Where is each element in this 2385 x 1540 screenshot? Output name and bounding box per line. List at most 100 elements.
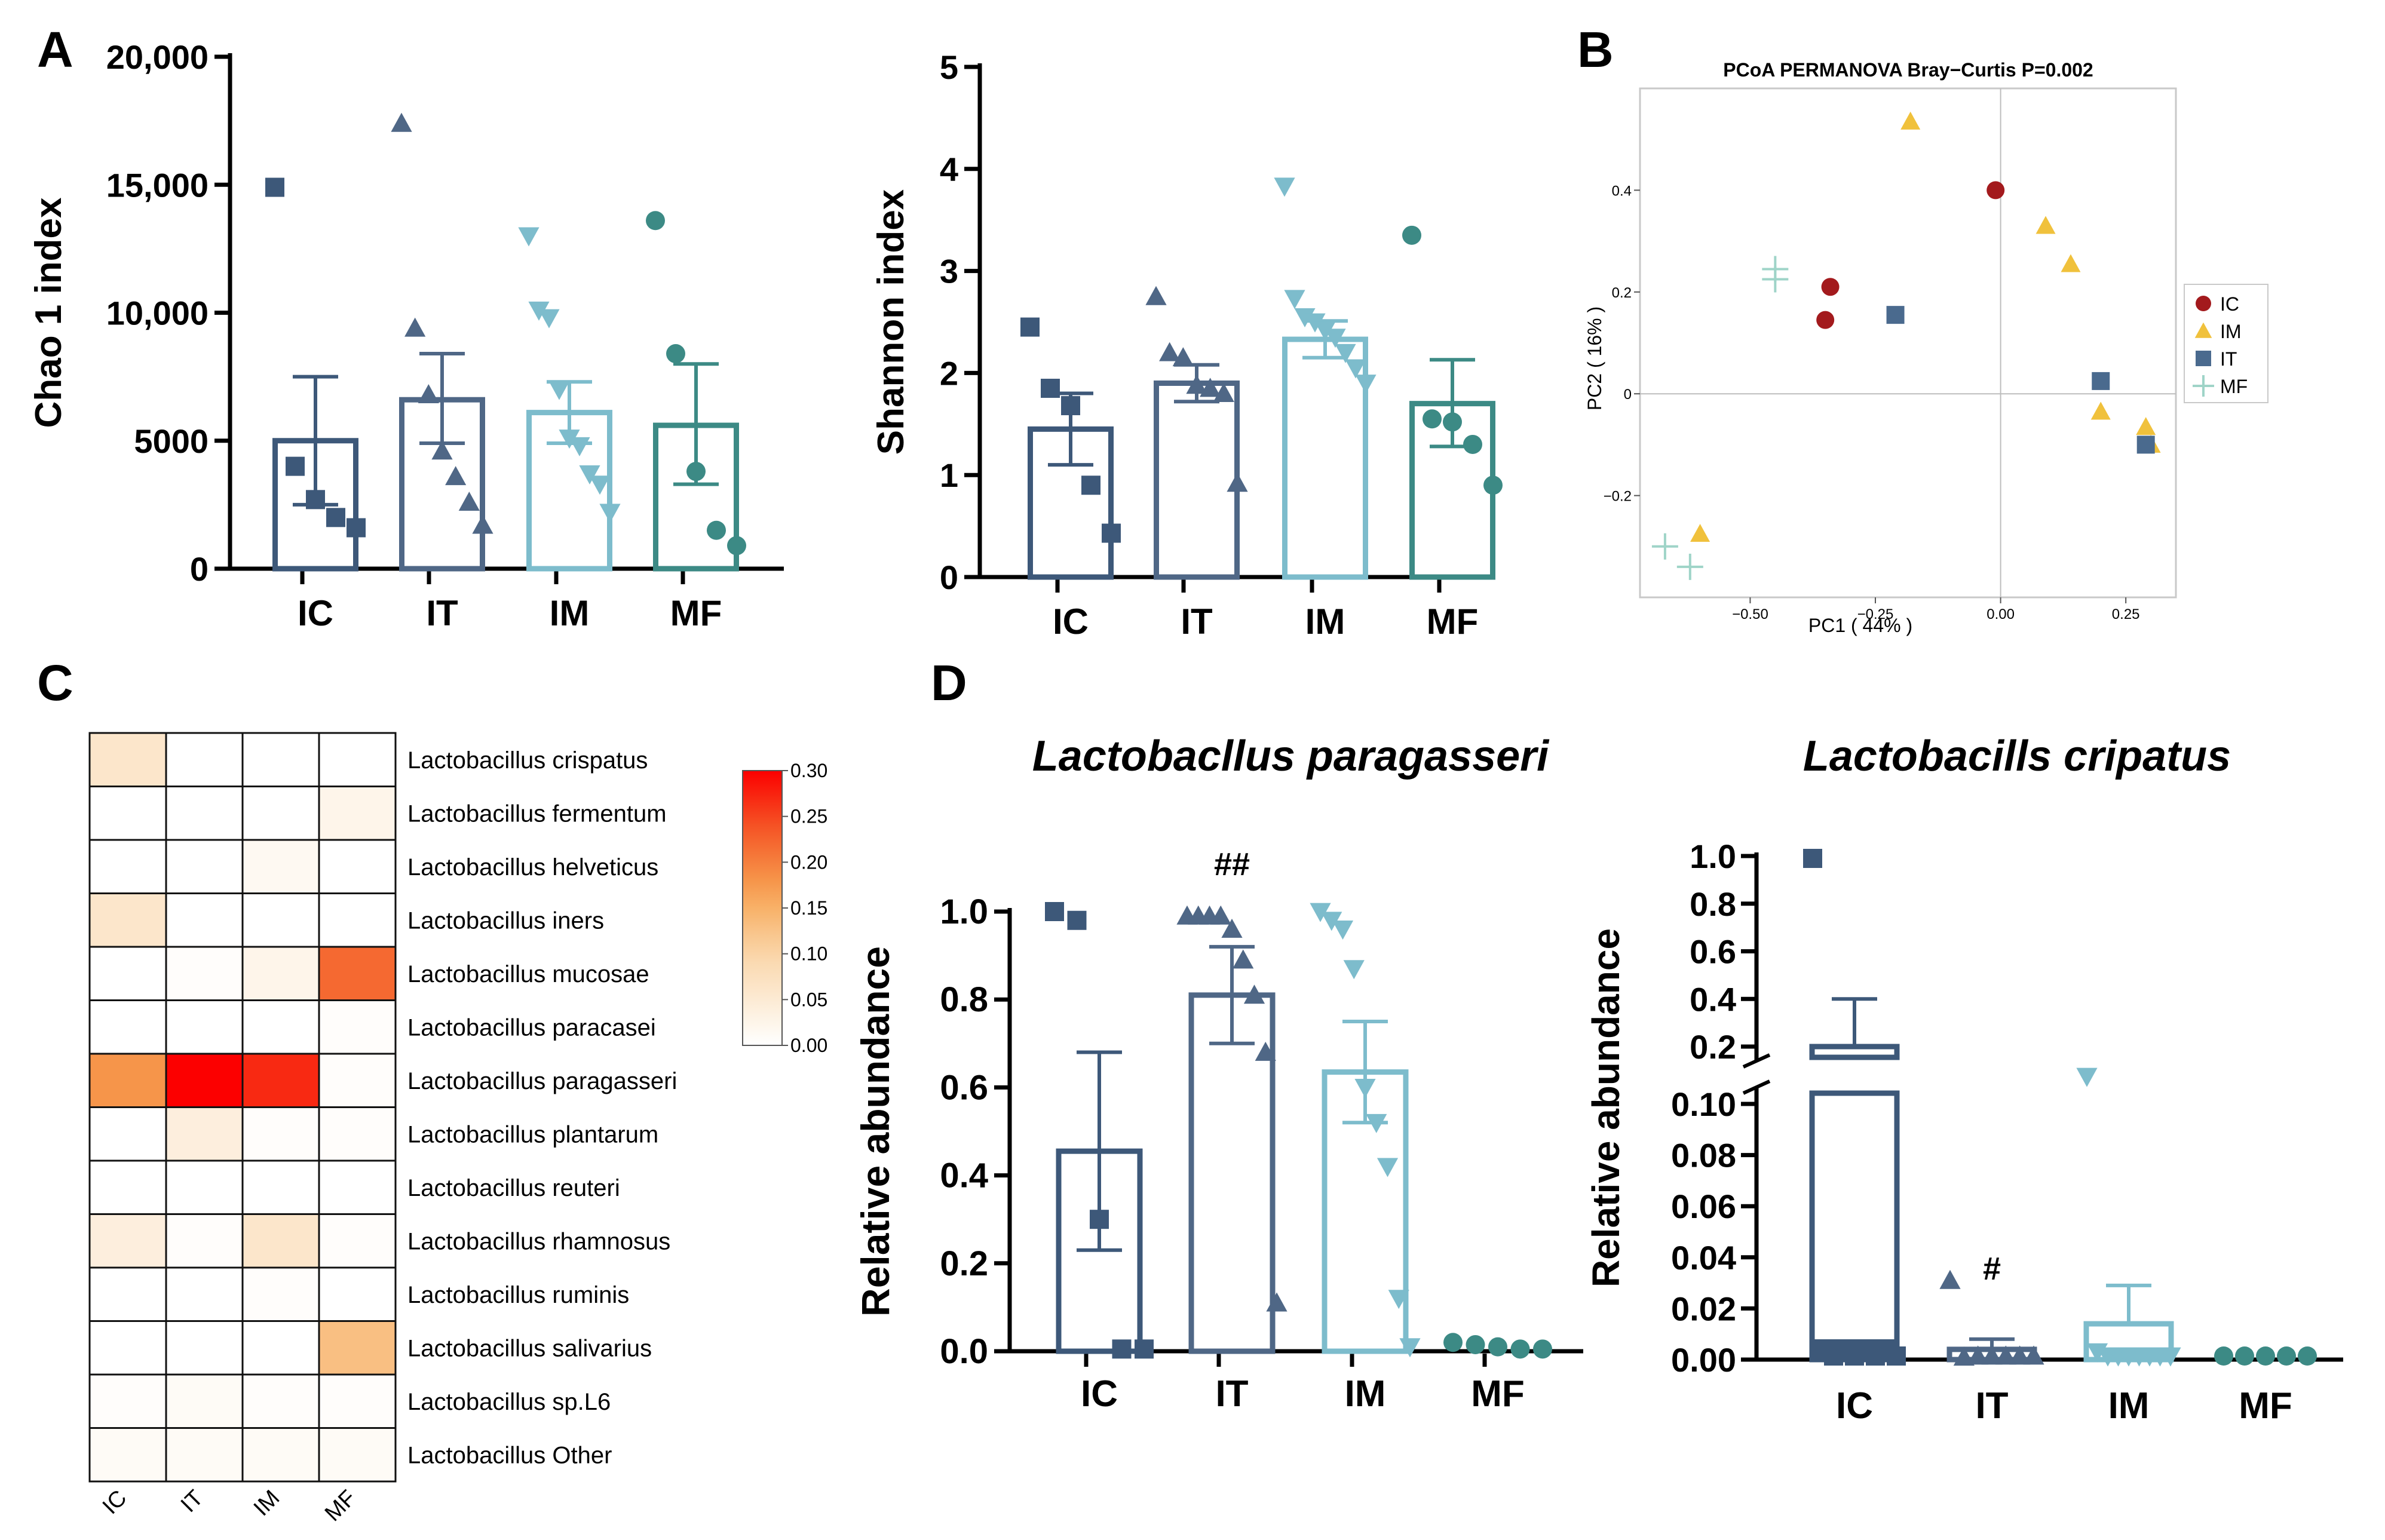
heatmap-row-label: Lactobacillus reuteri <box>407 1175 620 1201</box>
colorbar-tick-label: 0.15 <box>790 897 827 919</box>
heatmap-cell <box>318 1266 397 1322</box>
chao1-y-tick-label: 20,000 <box>106 38 209 76</box>
crispatus-y-tick-label: 1.0 <box>1690 838 1736 875</box>
pcoa-point-IT <box>2136 435 2155 454</box>
chao1-point-IT <box>445 466 467 486</box>
heatmap-cell <box>318 839 397 894</box>
heatmap-row-label: Lactobacillus iners <box>407 907 604 934</box>
heatmap-col-label: IT <box>176 1486 209 1518</box>
paragasseri-y-tick-label: 0.4 <box>940 1156 988 1195</box>
paragasseri-bar-IT <box>1188 992 1276 1354</box>
pcoa-y-label: PC2 ( 16% ) <box>1584 306 1605 410</box>
paragasseri-point-IM <box>1388 1290 1409 1309</box>
heatmap-cell <box>241 839 320 894</box>
pcoa-frame <box>1639 87 2177 599</box>
shannon-y-tick-label: 4 <box>940 151 958 188</box>
pcoa-legend-label: IT <box>2220 348 2237 370</box>
panel-label-b: B <box>1577 22 1614 78</box>
colorbar-tick-label: 0.00 <box>790 1035 827 1056</box>
heatmap-cell <box>241 732 320 787</box>
shannon-point-IT <box>1186 375 1207 394</box>
shannon-point-IC <box>1061 396 1080 416</box>
heatmap-cell <box>241 1373 320 1429</box>
paragasseri-point-IM <box>1332 921 1354 940</box>
heatmap-cell <box>165 1106 244 1162</box>
shannon-point-IC <box>1041 379 1060 398</box>
paragasseri-point-IM <box>1321 912 1342 931</box>
crispatus-y-tick-label: 0.2 <box>1690 1028 1736 1066</box>
paragasseri-x-tick-label: IC <box>1081 1373 1118 1415</box>
chao1-x-tick-label: IT <box>426 593 458 633</box>
shannon-x-tick-label: IT <box>1181 602 1212 642</box>
heatmap-colorbar <box>742 770 783 1046</box>
paragasseri-x-tick-label: IT <box>1215 1373 1248 1415</box>
heatmap-cell <box>241 1427 320 1483</box>
heatmap-cell <box>318 1427 397 1483</box>
heatmap-cell <box>241 1053 320 1108</box>
chao1-point-MF <box>707 520 726 540</box>
pcoa-y-tick-label: −0.2 <box>1604 489 1632 505</box>
crispatus-title: Lactobacills cripatus <box>1803 732 2231 780</box>
crispatus-point-MF <box>2256 1346 2275 1366</box>
chao1-point-IM <box>569 437 590 456</box>
pcoa-x-label: PC1 ( 44% ) <box>1808 615 1912 636</box>
crispatus-y-tick-label: 0.00 <box>1671 1341 1736 1379</box>
chao1-point-IC <box>326 508 345 527</box>
paragasseri-point-IT <box>1221 918 1243 938</box>
paragasseri-point-IC <box>1045 902 1064 921</box>
pcoa-legend-label: MF <box>2220 376 2248 397</box>
heatmap-cell <box>241 999 320 1055</box>
chao1-point-IM <box>528 301 550 321</box>
heatmap-row-label: Lactobacillus ruminis <box>407 1282 629 1308</box>
heatmap-cell <box>241 1213 320 1269</box>
crispatus-y-tick-label: 0.08 <box>1671 1137 1736 1174</box>
crispatus-point-IT <box>2009 1345 2031 1365</box>
pcoa-legend-marker-IM <box>2194 322 2212 338</box>
crispatus-point-IC <box>1866 1346 1885 1366</box>
heatmap-row-label: Lactobacillus paragasseri <box>407 1068 677 1094</box>
crispatus-point-IT <box>1981 1345 2003 1365</box>
chao1-point-IM <box>589 476 611 495</box>
pcoa-point-IM <box>2136 417 2156 435</box>
shannon-y-tick-label: 3 <box>940 253 958 290</box>
chao1-y-tick-label: 10,000 <box>106 294 209 332</box>
crispatus-chart: Lactobacills cripatus 0.00 0.02 0.04 0.06 0.… <box>1584 732 2343 1427</box>
shannon-y-tick-label: 2 <box>940 354 958 392</box>
heatmap-cell <box>165 732 244 787</box>
crispatus-annotation-IT: # <box>1983 1251 2001 1287</box>
crispatus-point-IC <box>1845 1346 1864 1366</box>
pcoa-chart: PCoA PERMANOVA Bray−Curtis P=0.002 PC1 (… <box>1584 59 2268 636</box>
shannon-x-tick-label: IC <box>1053 602 1089 642</box>
chao1-point-IT <box>431 440 453 460</box>
pcoa-y-tick-label: 0.2 <box>1612 285 1632 301</box>
crispatus-point-IM <box>2076 1067 2098 1087</box>
pcoa-x-tick-label: −0.25 <box>1857 606 1894 622</box>
heatmap-cell <box>88 1320 167 1376</box>
shannon-point-IM <box>1314 321 1336 341</box>
shannon-bar-IM <box>1282 336 1368 580</box>
crispatus-y-tick-label: 0.8 <box>1690 885 1736 923</box>
heatmap-cell <box>88 1159 167 1215</box>
chao1-point-IM <box>599 504 621 523</box>
pcoa-y-tick-label: 0 <box>1624 386 1632 403</box>
chao1-point-IT <box>404 317 426 337</box>
heatmap-cell <box>165 1320 244 1376</box>
shannon-point-MF <box>1463 434 1482 454</box>
chao1-point-IM <box>548 381 570 400</box>
pcoa-point-IC <box>1987 181 2005 200</box>
shannon-point-IT <box>1159 342 1181 361</box>
paragasseri-y-label: Relative abundance <box>853 946 897 1317</box>
heatmap-row-label: Lactobacillus Other <box>407 1442 612 1468</box>
heatmap-cell <box>165 999 244 1055</box>
paragasseri-x-tick-label: MF <box>1471 1373 1525 1415</box>
heatmap-col-label: IM <box>249 1486 285 1521</box>
pcoa-legend-marker-IC <box>2196 296 2211 311</box>
shannon-y-tick-label: 5 <box>940 48 958 86</box>
pcoa-legend-marker-MF <box>2193 375 2214 397</box>
pcoa-point-IT <box>2092 372 2110 390</box>
heatmap-row-label: Lactobacillus fermentum <box>407 800 667 827</box>
paragasseri-x-tick-label: IM <box>1345 1373 1386 1415</box>
colorbar-tick-label: 0.20 <box>790 851 827 873</box>
heatmap-row-label: Lactobacillus rhamnosus <box>407 1228 670 1254</box>
paragasseri-point-IC <box>1067 910 1087 930</box>
